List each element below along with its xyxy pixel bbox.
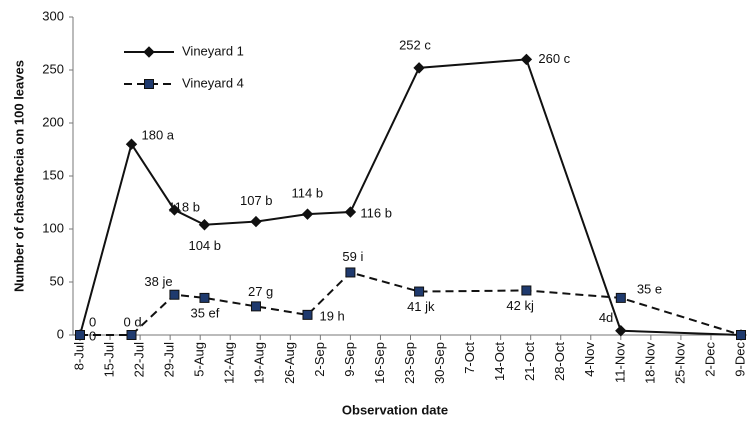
x-tick-label: 12-Aug: [222, 342, 237, 384]
x-tick-label: 5-Aug: [192, 342, 207, 377]
data-label: 41 jk: [407, 299, 435, 314]
data-label: 107 b: [240, 193, 273, 208]
y-tick-label: 50: [50, 273, 64, 288]
data-label: 180 a: [142, 128, 175, 143]
data-label: 38 je: [144, 274, 172, 289]
x-tick-label: 22-Jul: [132, 342, 147, 378]
x-tick-label: 28-Oct: [552, 342, 567, 381]
legend-label: Vineyard 4: [182, 75, 244, 90]
x-tick-label: 4-Nov: [582, 342, 597, 377]
y-tick-label: 150: [42, 167, 64, 182]
data-label: 0: [89, 328, 96, 343]
x-tick-label: 25-Nov: [672, 342, 687, 384]
x-axis-title: Observation date: [342, 402, 448, 417]
data-label: 59 i: [342, 249, 363, 264]
marker: [736, 330, 746, 340]
marker: [414, 286, 425, 297]
x-tick-label: 9-Sep: [342, 342, 357, 377]
x-tick-label: 26-Aug: [282, 342, 297, 384]
marker: [168, 204, 181, 216]
data-label: 0 d: [124, 314, 142, 329]
data-label: 0: [89, 314, 96, 329]
marker: [75, 330, 85, 340]
x-tick-label: 19-Aug: [252, 342, 267, 384]
legend-marker: [144, 79, 154, 89]
marker: [250, 301, 261, 312]
marker: [250, 215, 262, 228]
marker: [126, 330, 137, 340]
y-tick-label: 0: [57, 326, 64, 341]
data-label: 252 c: [399, 37, 431, 52]
data-label: 114 b: [291, 186, 323, 201]
data-label: 35 e: [637, 281, 662, 296]
marker: [301, 208, 314, 220]
data-label: 19 h: [319, 308, 344, 323]
x-tick-label: 23-Sep: [402, 342, 417, 384]
data-label: 35 ef: [190, 305, 219, 320]
data-label: 260 c: [538, 51, 570, 66]
x-tick-label: 14-Oct: [492, 342, 507, 381]
x-tick-label: 2-Dec: [702, 342, 717, 377]
data-label: 42 kj: [506, 298, 534, 313]
marker: [344, 206, 357, 218]
x-tick-label: 15-Jul: [101, 342, 116, 378]
marker: [615, 325, 627, 337]
marker: [615, 292, 626, 303]
x-tick-label: 11-Nov: [612, 342, 627, 383]
data-label: 104 b: [188, 238, 221, 253]
x-tick-label: 21-Oct: [522, 342, 537, 381]
marker: [198, 219, 211, 231]
data-label: 4d: [599, 310, 613, 325]
y-tick-label: 300: [42, 8, 64, 23]
marker: [169, 289, 180, 300]
x-tick-label: 18-Nov: [642, 342, 657, 384]
x-tick-label: 30-Sep: [432, 342, 447, 384]
x-tick-label: 16-Sep: [372, 342, 387, 384]
y-tick-label: 200: [42, 114, 64, 129]
marker: [413, 62, 425, 74]
y-tick-label: 100: [42, 220, 64, 235]
y-tick-label: 250: [42, 61, 64, 76]
data-label: 118 b: [168, 199, 200, 214]
x-tick-label: 29-Jul: [162, 342, 177, 378]
x-tick-label: 2-Sep: [312, 342, 327, 377]
data-label: 27 g: [248, 284, 273, 299]
marker: [521, 285, 532, 296]
marker: [520, 53, 533, 66]
marker: [199, 292, 210, 303]
legend-label: Vineyard 1: [182, 43, 244, 58]
marker: [302, 309, 313, 320]
legend-marker: [143, 46, 155, 58]
x-tick-label: 8-Jul: [71, 342, 86, 370]
data-label: 116 b: [360, 205, 392, 220]
marker: [125, 138, 138, 150]
marker: [345, 267, 356, 278]
y-axis-title: Number of chasothecia on 100 leaves: [11, 60, 26, 292]
x-tick-label: 9-Dec: [732, 342, 747, 377]
x-tick-label: 7-Oct: [462, 342, 477, 374]
